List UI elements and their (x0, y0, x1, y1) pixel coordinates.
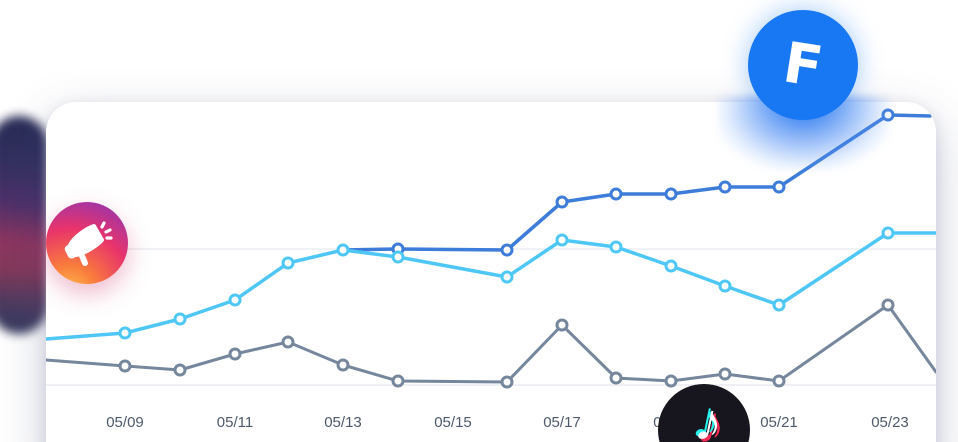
x-axis-label: 05/21 (760, 414, 798, 431)
light-blue-line-marker (391, 250, 405, 264)
gray-line-marker (664, 374, 678, 388)
x-axis-label: 05/17 (543, 414, 581, 431)
gray-line-marker (281, 335, 295, 349)
light-blue-line-marker (718, 279, 732, 293)
gray-line-marker (772, 374, 786, 388)
light-blue-line-marker (555, 233, 569, 247)
light-blue-line-marker (336, 243, 350, 257)
facebook-f-icon: F (779, 30, 827, 100)
light-blue-line-marker (173, 312, 187, 326)
gray-line-marker (391, 374, 405, 388)
gray-line-marker (500, 375, 514, 389)
light-blue-line-marker (500, 270, 514, 284)
facebook-badge: F (748, 10, 858, 120)
megaphone-icon (64, 221, 113, 266)
gray-line-marker (173, 363, 187, 377)
gray-line-marker (609, 371, 623, 385)
light-blue-line-marker (281, 256, 295, 270)
dark-blue-line-marker (500, 243, 514, 257)
x-axis-label: 05/23 (871, 414, 909, 431)
light-blue-line-marker (118, 326, 132, 340)
x-axis-label: 05/09 (106, 414, 144, 431)
tiktok-note-icon: ♪ (689, 390, 729, 442)
x-axis-label: 05/13 (324, 414, 362, 431)
gray-line-marker (228, 347, 242, 361)
gray-line-marker (555, 318, 569, 332)
x-axis-label: 05/15 (434, 414, 472, 431)
light-blue-line-marker (772, 298, 786, 312)
instagram-badge (46, 202, 128, 284)
dark-blue-line-marker (772, 180, 786, 194)
gray-line-marker (718, 367, 732, 381)
dark-blue-line-marker (664, 187, 678, 201)
dark-blue-line-marker (555, 195, 569, 209)
light-blue-line-marker (664, 259, 678, 273)
decorative-gradient-blob (0, 116, 48, 334)
light-blue-line-marker (228, 293, 242, 307)
gray-line-marker (881, 298, 895, 312)
dark-blue-line-marker (718, 180, 732, 194)
gray-line-marker (336, 358, 350, 372)
gray-line-marker (118, 359, 132, 373)
dark-blue-line-marker (609, 187, 623, 201)
light-blue-line-marker (609, 240, 623, 254)
svg-text:F: F (779, 30, 827, 100)
x-axis-label: 05/11 (217, 414, 253, 431)
light-blue-line-marker (881, 226, 895, 240)
